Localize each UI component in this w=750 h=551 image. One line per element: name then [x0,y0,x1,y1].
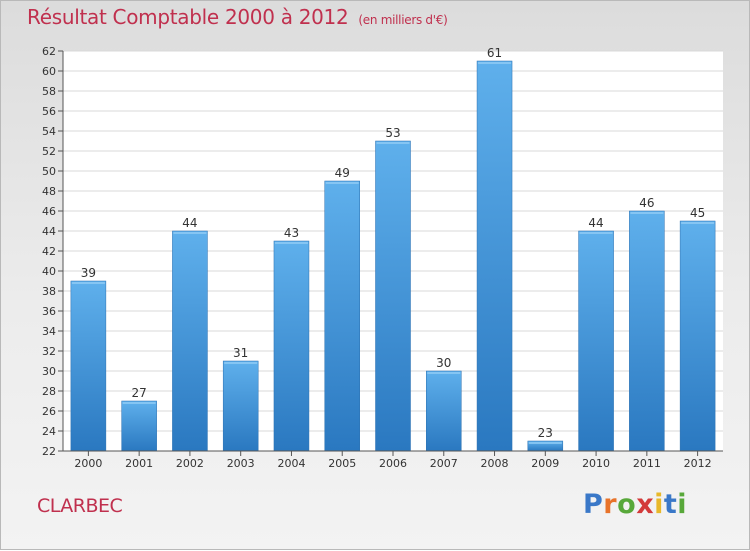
bar-2002 [172,230,208,452]
y-tick-label: 26 [42,405,56,418]
x-tick-label-2000: 2000 [74,457,102,470]
value-label-2011: 46 [639,196,654,210]
x-tick-label-2001: 2001 [125,457,153,470]
bar-2006 [375,140,411,452]
x-tick-label-2012: 2012 [684,457,712,470]
value-label-2003: 31 [233,346,248,360]
bar-highlight-2011 [630,212,664,214]
place-name: CLARBEC [37,495,123,517]
bar-highlight-2007 [427,372,461,374]
x-tick-label-2002: 2002 [176,457,204,470]
x-tick-label-2005: 2005 [328,457,356,470]
x-tick-label-2011: 2011 [633,457,661,470]
bar-highlight-2002 [173,232,207,234]
y-tick-label: 50 [42,165,56,178]
bar-highlight-2001 [122,402,156,404]
value-label-2009: 23 [538,426,553,440]
x-tick-label-2010: 2010 [582,457,610,470]
value-label-2004: 43 [284,226,299,240]
value-label-2012: 45 [690,206,705,220]
logo-letter: x [636,489,655,520]
bar-highlight-2004 [274,242,308,244]
value-label-2010: 44 [588,216,603,230]
y-tick-label: 56 [42,105,56,118]
logo-letter: o [617,489,637,520]
bar-2003 [222,360,259,452]
y-tick-label: 54 [42,125,56,138]
bar-highlight-2003 [224,362,258,364]
logo-letter: t [663,489,678,520]
bar-highlight-2005 [325,182,359,184]
bar-2004 [273,240,310,452]
y-tick-label: 58 [42,85,56,98]
bar-highlight-2010 [579,232,613,234]
x-tick-label-2008: 2008 [481,457,509,470]
bar-highlight-2012 [681,222,715,224]
y-tick-label: 62 [42,45,56,58]
logo-letter: r [603,489,618,520]
y-tick-label: 42 [42,245,56,258]
x-tick-label-2004: 2004 [277,457,305,470]
y-tick-label: 40 [42,265,56,278]
x-tick-label-2007: 2007 [430,457,458,470]
chart-title: Résultat Comptable 2000 à 2012 (en millie… [27,5,448,29]
bar-2007 [426,370,462,452]
y-tick-label: 24 [42,425,56,438]
x-tick-label-2006: 2006 [379,457,407,470]
y-tick-label: 60 [42,65,56,78]
chart-title-text: Résultat Comptable 2000 à 2012 [27,5,349,29]
logo-letter: P [583,489,604,520]
logo-letter: i [677,489,688,520]
y-tick-label: 30 [42,365,56,378]
y-tick-label: 36 [42,305,56,318]
proxiti-logo[interactable]: Proxiti [583,489,687,520]
y-tick-label: 48 [42,185,56,198]
value-label-2005: 49 [335,166,350,180]
bar-2000 [70,280,107,452]
value-label-2001: 27 [132,386,147,400]
bar-2010 [578,230,614,452]
value-label-2000: 39 [81,266,96,280]
value-label-2008: 61 [487,46,502,60]
bar-highlight-2009 [528,442,562,444]
logo-letter: i [654,489,664,520]
value-label-2007: 30 [436,356,451,370]
bar-2001 [121,400,157,452]
y-tick-label: 22 [42,445,56,458]
y-tick-label: 44 [42,225,56,238]
x-tick-label-2009: 2009 [531,457,559,470]
value-label-2002: 44 [182,216,197,230]
y-tick-label: 34 [42,325,56,338]
x-tick-label-2003: 2003 [227,457,255,470]
y-tick-label: 32 [42,345,56,358]
bar-2012 [679,220,716,452]
y-tick-label: 38 [42,285,56,298]
bar-highlight-2008 [478,62,512,64]
bars: 39 27 44 31 43 49 53 30 61 23 44 46 45 [70,46,716,452]
bar-highlight-2000 [71,282,105,284]
y-tick-label: 46 [42,205,56,218]
value-label-2006: 53 [385,126,400,140]
y-tick-label: 52 [42,145,56,158]
y-tick-label: 28 [42,385,56,398]
bar-highlight-2006 [376,142,410,144]
axes: 22 24 26 28 30 32 34 36 38 40 42 44 46 48 50 52 54 56 58 60… [42,45,723,470]
bar-2011 [629,210,665,452]
chart-subtitle: (en milliers d'€) [358,13,448,27]
bar-2008 [476,60,513,452]
bar-2005 [324,180,360,452]
